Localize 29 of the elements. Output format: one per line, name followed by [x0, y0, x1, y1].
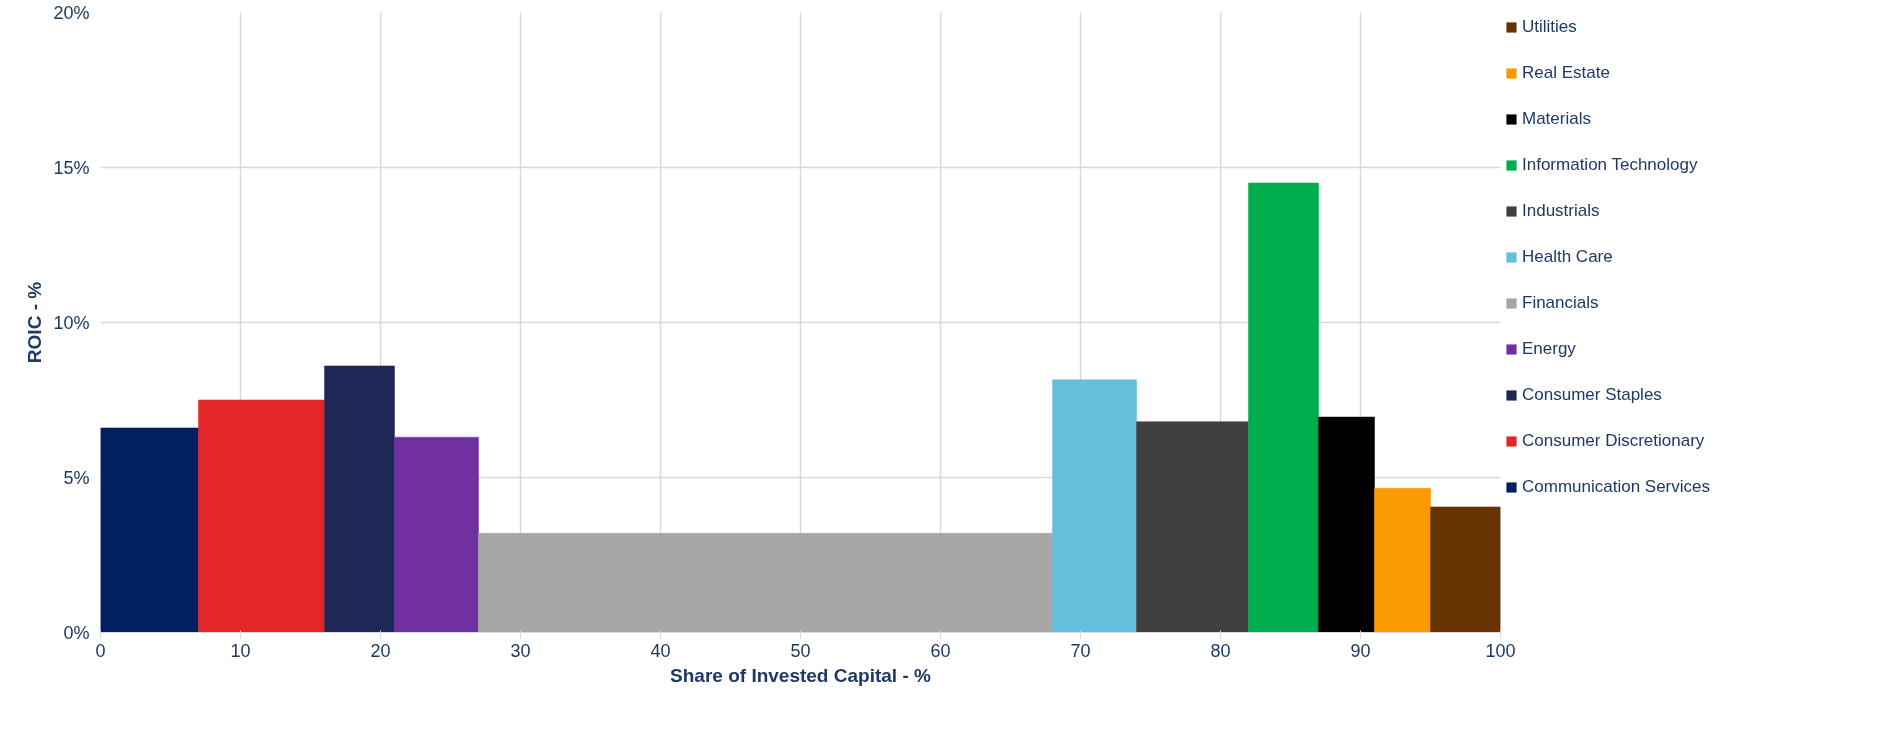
legend-label: Financials: [1522, 293, 1599, 313]
y-tick-label: 0%: [63, 622, 90, 643]
x-axis-title: Share of Invested Capital - %: [670, 664, 931, 686]
legend-label: Consumer Staples: [1522, 385, 1662, 405]
x-tick-label: 20: [370, 640, 391, 661]
legend-label: Utilities: [1522, 17, 1577, 37]
x-tick-label: 0: [95, 640, 106, 661]
legend-label: Consumer Discretionary: [1522, 431, 1705, 451]
x-tick-label: 90: [1350, 640, 1371, 661]
legend-label: Information Technology: [1522, 155, 1698, 175]
x-tick-label: 30: [510, 640, 531, 661]
x-tick-label: 70: [1070, 640, 1091, 661]
legend-label: Materials: [1522, 109, 1591, 129]
x-tick-label: 100: [1485, 640, 1516, 661]
legend-label: Health Care: [1522, 247, 1613, 267]
x-tick-label: 80: [1210, 640, 1231, 661]
y-tick-label: 20%: [53, 2, 90, 23]
x-tick-label: 60: [930, 640, 951, 661]
y-tick-label: 5%: [63, 467, 90, 488]
y-tick-label: 10%: [53, 312, 90, 333]
y-axis-title: ROIC - %: [24, 281, 46, 364]
x-tick-label: 10: [230, 640, 251, 661]
y-tick-label: 15%: [53, 157, 90, 178]
legend-label: Real Estate: [1522, 63, 1610, 83]
legend-label: Energy: [1522, 339, 1576, 359]
x-tick-label: 50: [790, 640, 811, 661]
legend-label: Industrials: [1522, 201, 1600, 221]
x-tick-label: 40: [650, 640, 671, 661]
legend-label: Communication Services: [1522, 477, 1711, 497]
